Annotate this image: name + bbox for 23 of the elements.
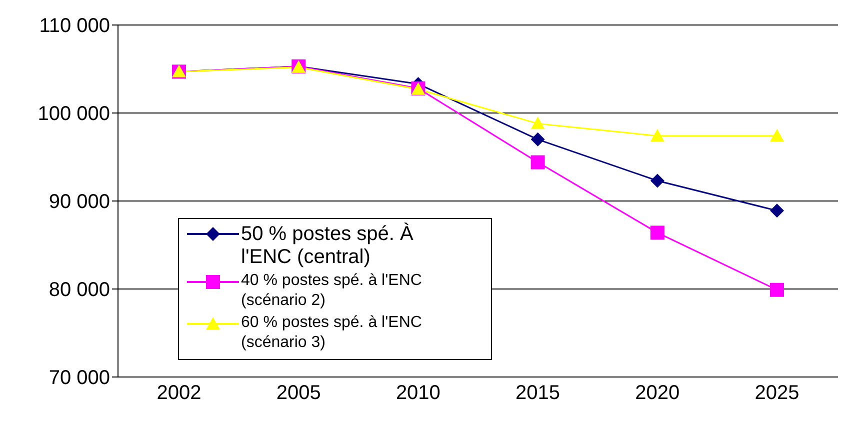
x-tick-label: 2005: [276, 382, 321, 404]
y-tick-label: 80 000: [48, 279, 110, 302]
point: [770, 128, 784, 142]
legend-label: 60 % postes spé. à l'ENC (scénario 3): [241, 313, 423, 353]
point: [650, 128, 664, 142]
point: [530, 116, 545, 130]
y-tick-label: 70 000: [48, 367, 110, 390]
point: [650, 226, 664, 240]
x-tick-label: 2010: [396, 382, 440, 404]
x-tick-label: 2002: [156, 382, 202, 404]
legend-label: 50 % postes spé. À l'ENC (central): [241, 223, 414, 269]
y-tick-label: 90 000: [48, 191, 110, 214]
y-tick-label: 110 000: [39, 15, 110, 38]
point: [770, 282, 784, 297]
x-tick-label: 2015: [516, 382, 560, 404]
y-tick-label: 100 000: [38, 103, 110, 126]
legend-label: 40 % postes spé. à l'ENC (scénario 2): [241, 271, 423, 311]
point: [530, 155, 545, 170]
point: [650, 174, 664, 188]
point: [530, 132, 545, 146]
point: [770, 204, 784, 218]
x-tick-label: 2025: [754, 382, 800, 404]
x-tick-label: 2020: [635, 382, 680, 404]
